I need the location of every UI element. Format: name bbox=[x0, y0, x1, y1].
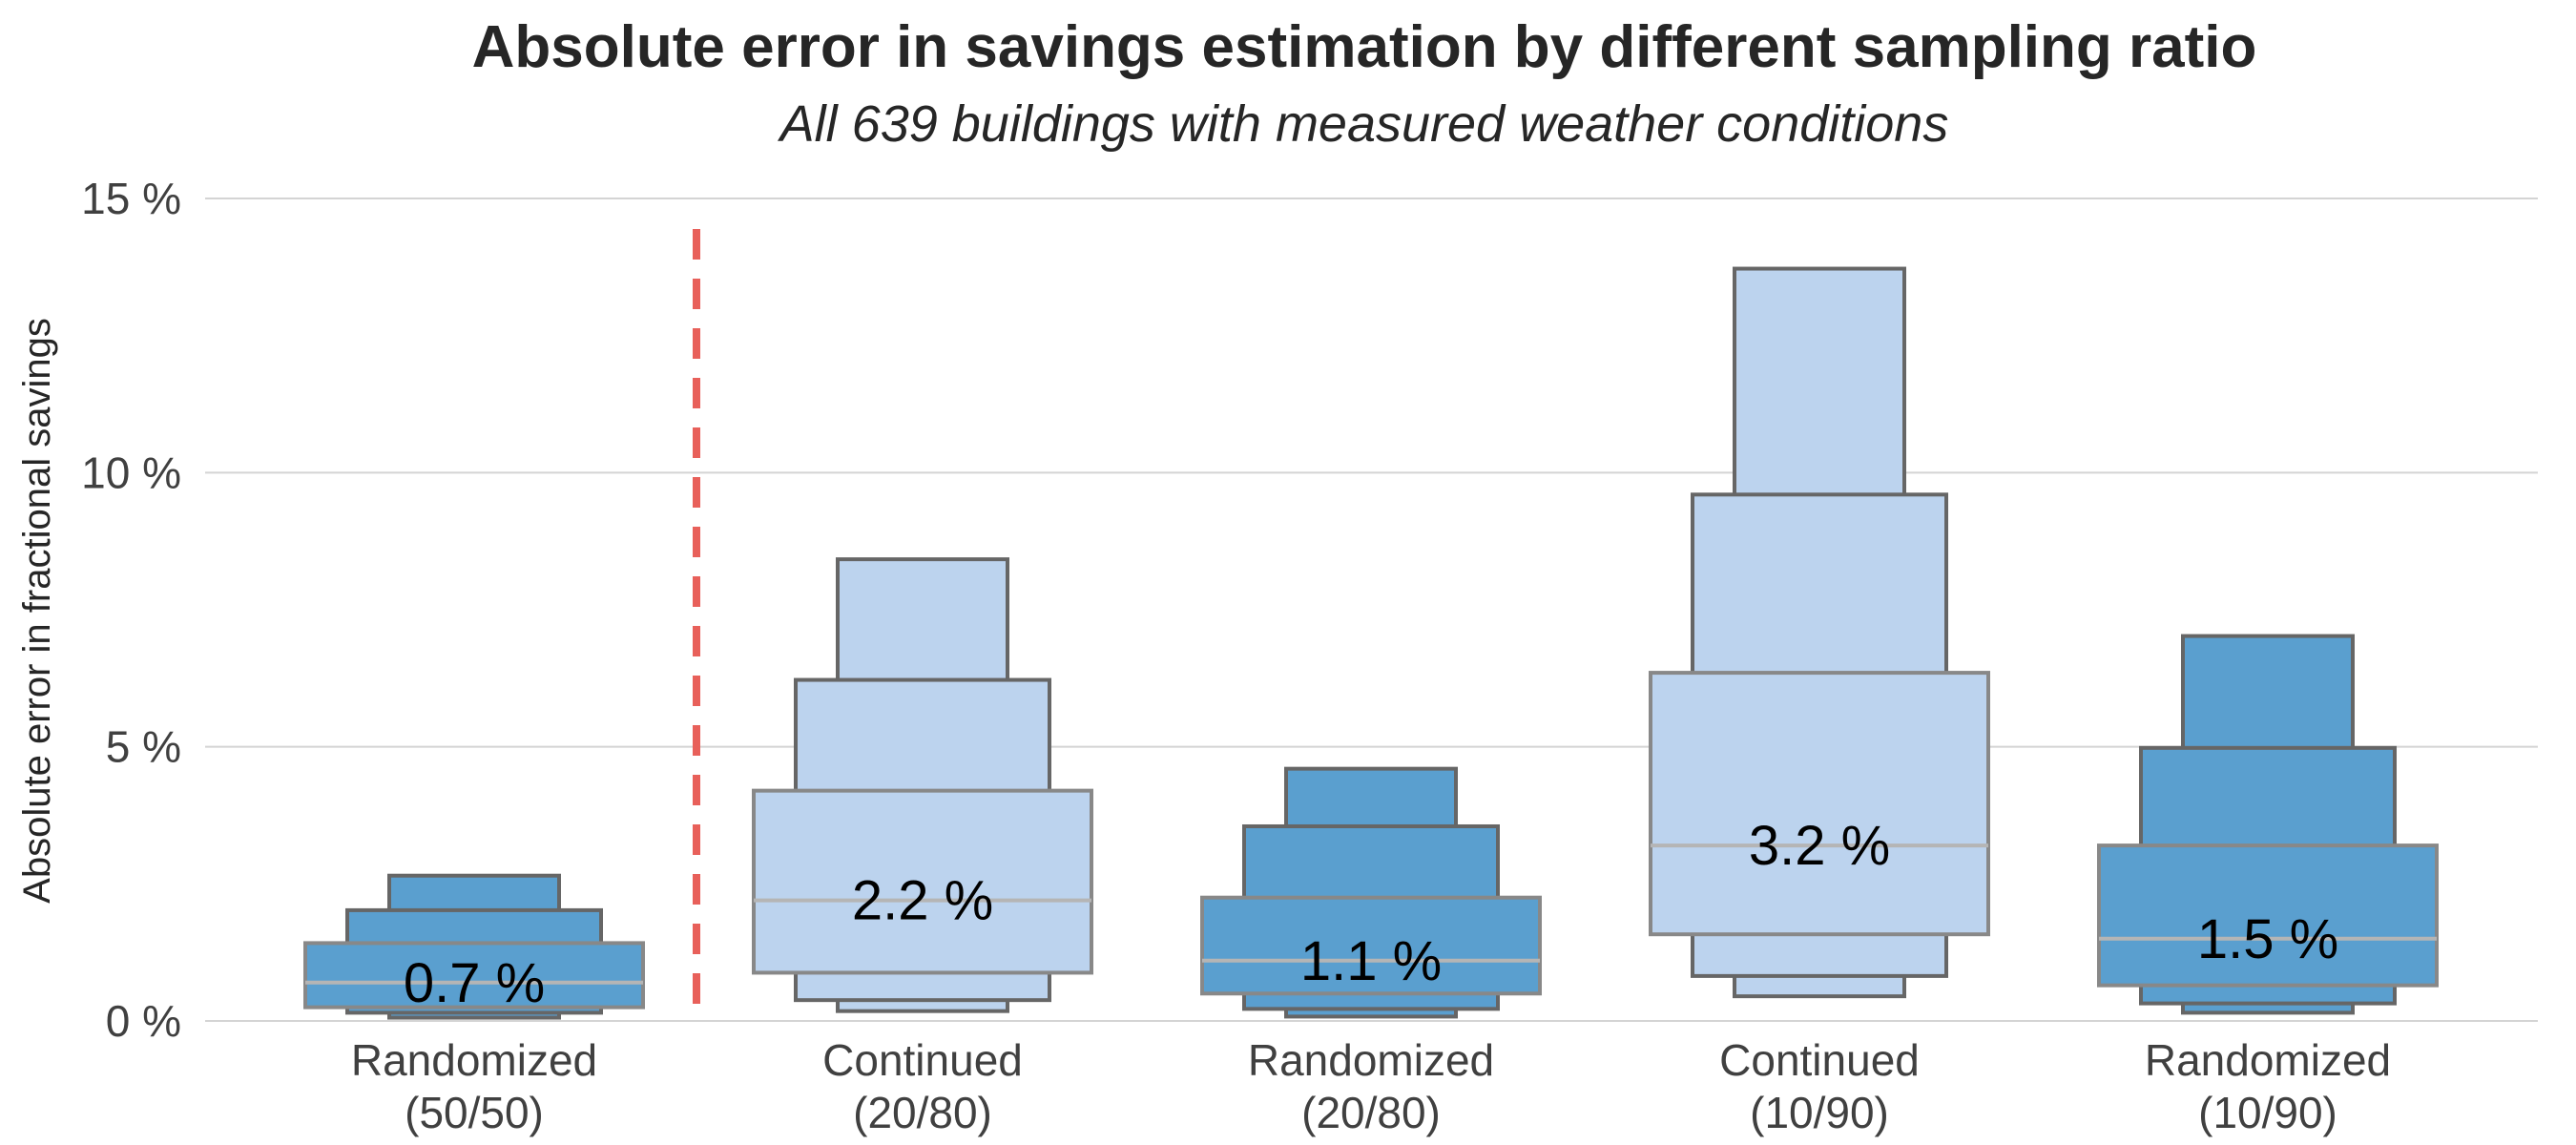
y-tick-label: 5 % bbox=[106, 722, 181, 772]
chart-title: Absolute error in savings estimation by … bbox=[472, 14, 2257, 80]
y-axis-label: Absolute error in fractional savings bbox=[16, 318, 58, 904]
median-label: 1.1 % bbox=[1300, 930, 1442, 992]
category-label: Continued bbox=[1719, 1035, 1920, 1085]
category-label: Randomized bbox=[1248, 1035, 1494, 1085]
category-label: Continued bbox=[822, 1035, 1023, 1085]
boxen-level-1 bbox=[1649, 671, 1990, 937]
boxes: 0.7 % 2.2 % 1.1 % 3.2 % 1.5 % bbox=[303, 266, 2439, 1020]
boxen-level-1 bbox=[752, 788, 1093, 975]
category-group: 2.2 % bbox=[752, 557, 1093, 1013]
category-group: 1.5 % bbox=[2097, 634, 2439, 1015]
boxen-level-1 bbox=[1200, 895, 1542, 996]
y-tick-label: 0 % bbox=[106, 996, 181, 1046]
median-label: 1.5 % bbox=[2197, 908, 2338, 970]
category-group: 0.7 % bbox=[303, 873, 645, 1020]
category-sublabel: (20/80) bbox=[1301, 1088, 1441, 1137]
y-tick-label: 10 % bbox=[81, 448, 181, 497]
chart-subtitle: All 639 buildings with measured weather … bbox=[778, 95, 1949, 153]
category-label: Randomized bbox=[2145, 1035, 2391, 1085]
category-sublabel: (50/50) bbox=[405, 1088, 544, 1137]
category-sublabel: (20/80) bbox=[853, 1088, 992, 1137]
median-label: 0.7 % bbox=[404, 952, 545, 1014]
boxen-level-1 bbox=[2097, 843, 2439, 988]
y-tick-label: 15 % bbox=[81, 174, 181, 223]
median-label: 3.2 % bbox=[1749, 815, 1890, 877]
median-label: 2.2 % bbox=[852, 870, 993, 932]
category-sublabel: (10/90) bbox=[1750, 1088, 1889, 1137]
y-axis-ticks: 0 % 5 % 10 % 15 % bbox=[81, 174, 181, 1046]
category-group: 1.1 % bbox=[1200, 766, 1542, 1019]
category-sublabel: (10/90) bbox=[2198, 1088, 2337, 1137]
category-label: Randomized bbox=[351, 1035, 597, 1085]
category-group: 3.2 % bbox=[1649, 266, 1990, 999]
boxen-level-1 bbox=[303, 941, 645, 1010]
category-labels: Randomized(50/50)Continued(20/80)Randomi… bbox=[351, 1035, 2391, 1137]
